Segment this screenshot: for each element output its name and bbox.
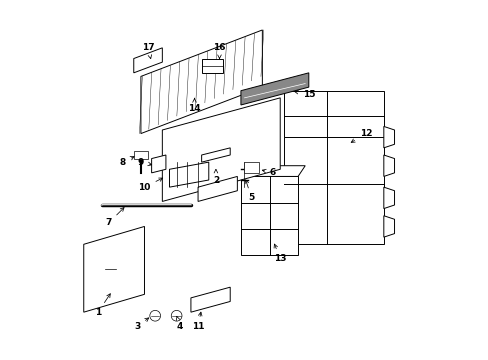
Text: 3: 3 <box>134 318 148 331</box>
Text: 13: 13 <box>273 244 286 263</box>
Text: 6: 6 <box>262 168 276 177</box>
Text: 9: 9 <box>138 158 151 167</box>
Bar <box>241 176 298 255</box>
Text: 14: 14 <box>188 98 201 113</box>
Bar <box>134 152 148 158</box>
Text: 1: 1 <box>95 294 110 317</box>
Polygon shape <box>241 166 305 176</box>
Polygon shape <box>141 30 262 134</box>
Polygon shape <box>383 216 394 237</box>
Bar <box>201 59 223 73</box>
Polygon shape <box>162 98 280 202</box>
Polygon shape <box>83 226 144 312</box>
Text: 7: 7 <box>105 208 124 228</box>
Polygon shape <box>241 73 308 105</box>
Polygon shape <box>283 137 383 244</box>
Bar <box>244 162 258 173</box>
Text: 11: 11 <box>191 312 204 331</box>
Polygon shape <box>169 162 208 187</box>
Text: 16: 16 <box>213 43 225 59</box>
Circle shape <box>171 310 182 321</box>
Text: 2: 2 <box>212 169 219 185</box>
Polygon shape <box>134 48 162 73</box>
Polygon shape <box>383 155 394 176</box>
Text: 15: 15 <box>294 90 314 99</box>
Text: 12: 12 <box>350 129 371 143</box>
Polygon shape <box>151 155 165 173</box>
Text: 8: 8 <box>120 157 134 167</box>
Text: 5: 5 <box>244 180 254 202</box>
Polygon shape <box>201 148 230 162</box>
Circle shape <box>149 310 160 321</box>
Polygon shape <box>383 187 394 208</box>
Polygon shape <box>283 91 383 137</box>
Polygon shape <box>383 126 394 148</box>
Text: 4: 4 <box>176 316 183 331</box>
Polygon shape <box>190 287 230 312</box>
Text: 10: 10 <box>138 178 163 192</box>
Polygon shape <box>198 176 237 202</box>
Text: 17: 17 <box>142 43 154 59</box>
